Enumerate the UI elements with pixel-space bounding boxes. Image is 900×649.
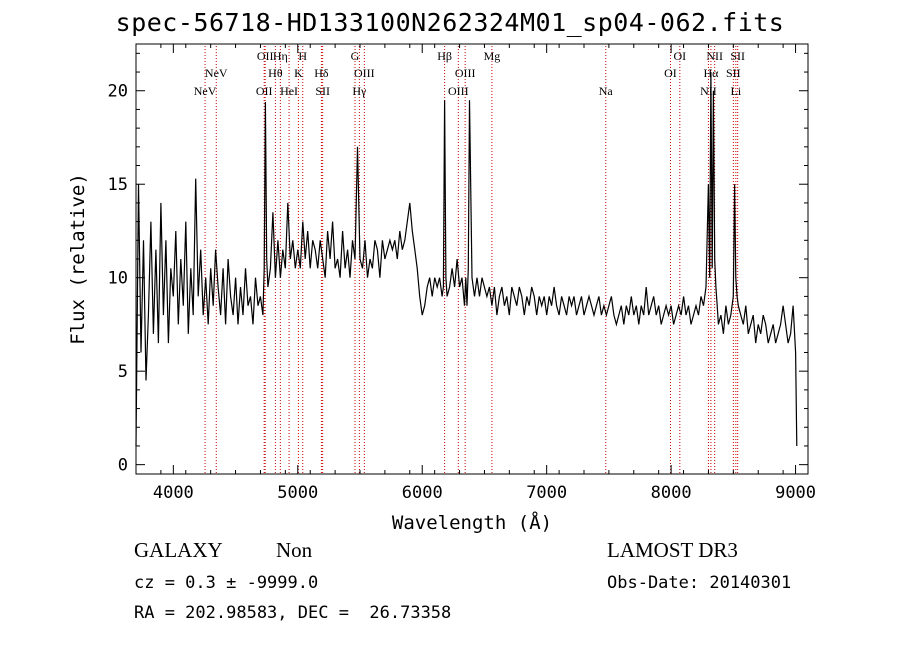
- coordinates-info: RA = 202.98583, DEC = 26.73358: [134, 603, 452, 623]
- x-tick-label: 4000: [153, 483, 194, 503]
- line-label: OIII: [448, 84, 469, 98]
- survey-name: LAMOST DR3: [607, 538, 738, 562]
- line-label: SII: [726, 66, 741, 80]
- line-label: NeV: [205, 66, 228, 80]
- spectrum-series: [135, 71, 798, 447]
- y-tick-label: 0: [118, 456, 128, 476]
- object-subclass: Non: [276, 538, 313, 562]
- y-tick-label: 5: [118, 362, 128, 382]
- obs-date: Obs-Date: 20140301: [607, 573, 792, 593]
- line-label: NeV: [194, 84, 217, 98]
- x-tick-label: 9000: [775, 483, 816, 503]
- line-label: Hβ: [437, 49, 452, 63]
- y-tick-label: 10: [108, 269, 128, 289]
- line-label: SII: [315, 84, 330, 98]
- line-label: Hθ: [268, 66, 283, 80]
- line-labels: NeVNeVOIIOIIHθHηHeIKHHδSIIGHγOIIIHβOIIIO…: [194, 49, 745, 98]
- y-axis-label: Flux (relative): [67, 173, 89, 345]
- line-label: OI: [664, 66, 677, 80]
- line-label: Hα: [703, 66, 719, 80]
- line-label: Mg: [484, 49, 501, 63]
- x-tick-label: 8000: [651, 483, 692, 503]
- line-label: OII: [257, 49, 274, 63]
- line-label: HeI: [280, 84, 298, 98]
- line-label: G: [351, 49, 360, 63]
- line-label: H: [298, 49, 307, 63]
- object-class: GALAXY: [134, 538, 223, 562]
- x-tick-label: 5000: [277, 483, 318, 503]
- line-label: Hη: [273, 49, 288, 63]
- flux-line: [135, 71, 798, 447]
- axes: 4000 5000 6000 7000 8000 9000 0 5 10 15 20: [108, 44, 816, 503]
- line-label: Hδ: [314, 66, 329, 80]
- line-label: NII: [700, 84, 717, 98]
- line-label: Hγ: [352, 84, 367, 98]
- redshift-info: cz = 0.3 ± -9999.0: [134, 573, 319, 593]
- line-label: Li: [730, 84, 741, 98]
- line-label: OII: [256, 84, 273, 98]
- line-label: OIII: [354, 66, 375, 80]
- y-tick-label: 20: [108, 82, 128, 102]
- line-label: OI: [673, 49, 686, 63]
- line-label: K: [294, 66, 303, 80]
- chart-title: spec-56718-HD133100N262324M01_sp04-062.f…: [115, 8, 785, 37]
- line-label: SII: [730, 49, 745, 63]
- x-tick-label: 6000: [402, 483, 443, 503]
- line-label: OIII: [455, 66, 476, 80]
- x-tick-label: 7000: [526, 483, 567, 503]
- line-label: NII: [706, 49, 723, 63]
- line-label: Na: [599, 84, 614, 98]
- x-axis-label: Wavelength (Å): [392, 511, 552, 534]
- y-tick-label: 15: [108, 175, 128, 195]
